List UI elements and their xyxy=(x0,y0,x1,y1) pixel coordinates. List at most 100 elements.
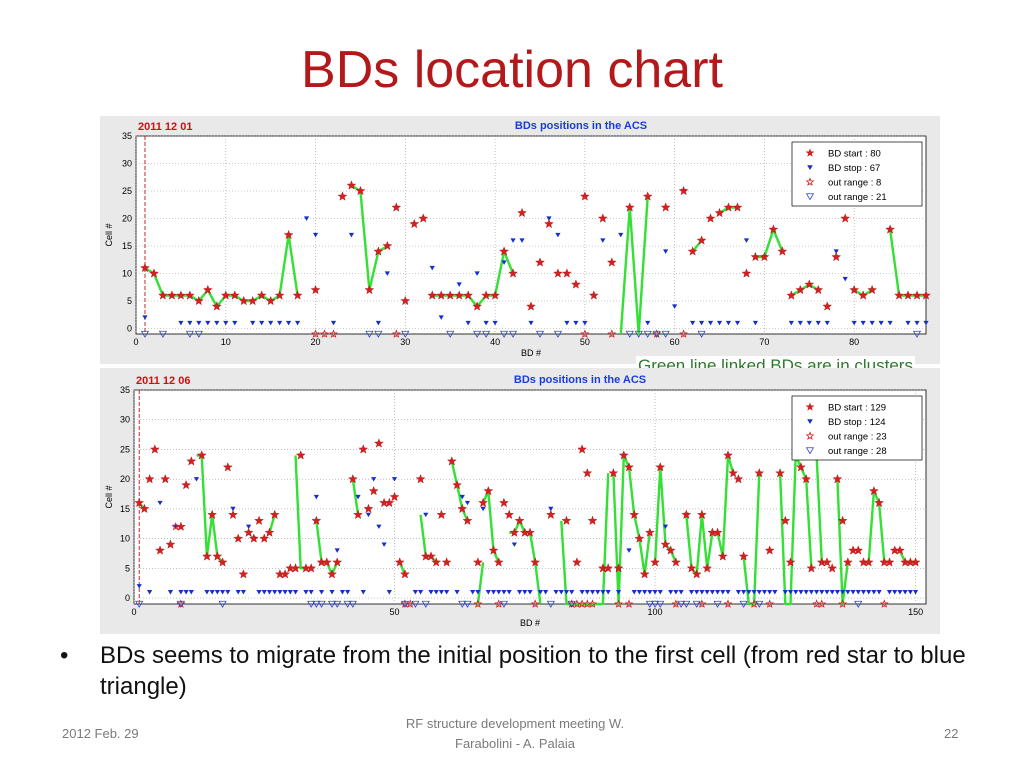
bd-stop-point xyxy=(286,320,292,326)
bd-start-point xyxy=(738,551,749,561)
legend-out-stop-marker xyxy=(805,193,815,201)
out-range-stop-point xyxy=(343,600,352,608)
bd-stop-point xyxy=(417,590,424,595)
bd-stop-point xyxy=(767,590,773,595)
cluster-line xyxy=(755,228,784,259)
bd-start-point xyxy=(785,557,796,567)
bd-stop-point xyxy=(756,590,762,595)
bd-stop-point xyxy=(850,590,856,595)
bd-start-point xyxy=(436,509,447,520)
bd-start-point xyxy=(400,295,411,306)
legend-entry: BD start : 80 xyxy=(828,149,881,160)
bd-start-point xyxy=(768,224,779,234)
out-range-stop-point xyxy=(739,600,748,608)
x-tick-label: 150 xyxy=(908,607,923,617)
cluster-line xyxy=(836,479,849,606)
out-range-stop-point xyxy=(546,600,555,608)
bd-start-point xyxy=(849,284,860,295)
x-tick-label: 20 xyxy=(311,337,321,347)
bd-start-point xyxy=(544,218,554,229)
bd-start-point xyxy=(212,551,223,561)
bd-start-point xyxy=(831,251,842,262)
bd-start-point xyxy=(220,290,231,300)
bd-start-point xyxy=(759,251,770,262)
bd-start-point xyxy=(624,462,634,472)
bd-start-point xyxy=(134,497,145,508)
bd-stop-point xyxy=(720,590,726,595)
bd-start-point xyxy=(603,563,614,573)
bd-stop-point xyxy=(815,320,821,326)
bd-stop-point xyxy=(318,590,325,595)
bd-stop-point xyxy=(384,271,390,276)
bd-stop-point xyxy=(546,216,552,221)
y-tick-label: 0 xyxy=(127,324,132,334)
bd-start-point xyxy=(858,290,869,300)
bd-start-point xyxy=(248,533,259,543)
bd-start-point xyxy=(452,479,462,490)
bd-stop-point xyxy=(569,590,575,595)
x-tick-label: 30 xyxy=(400,337,410,347)
bd-stop-point xyxy=(209,590,215,595)
bd-start-point xyxy=(264,527,275,537)
bd-start-point xyxy=(884,557,895,567)
bd-start-point xyxy=(691,569,702,579)
bd-start-point xyxy=(295,450,306,460)
bd-start-point xyxy=(488,545,499,555)
bd-stop-point xyxy=(519,238,525,243)
bd-stop-point xyxy=(268,320,274,326)
out-range-stop-point xyxy=(535,330,545,338)
legend-entry: out range : 23 xyxy=(828,432,887,443)
bd-start-point xyxy=(910,557,921,567)
bd-start-point xyxy=(446,456,457,466)
bd-stop-point xyxy=(474,271,480,276)
bd-stop-point xyxy=(303,216,310,221)
bd-stop-point xyxy=(645,320,651,326)
bd-stop-point xyxy=(282,590,288,595)
bd-start-point xyxy=(712,527,723,537)
bd-start-point xyxy=(472,301,483,311)
out-range-stop-point xyxy=(401,330,410,338)
bd-start-point xyxy=(462,515,473,525)
bd-stop-point xyxy=(429,265,435,271)
out-range-start-point xyxy=(765,599,775,608)
cluster-line xyxy=(790,283,819,297)
bd-stop-point xyxy=(438,590,445,595)
bd-start-point xyxy=(139,503,150,514)
out-range-stop-point xyxy=(661,330,670,338)
bd-stop-point xyxy=(716,320,723,326)
bd-stop-point xyxy=(582,320,588,326)
bd-stop-point xyxy=(292,590,299,595)
bd-start-point xyxy=(681,509,692,520)
y-tick-label: 20 xyxy=(120,474,130,484)
x-axis-label: BD # xyxy=(521,348,541,358)
x-tick-label: 40 xyxy=(490,337,500,347)
bd-start-point xyxy=(384,497,395,508)
bd-start-point xyxy=(561,268,572,278)
bd-start-point xyxy=(155,545,165,555)
bd-stop-point xyxy=(657,590,663,595)
bd-start-point xyxy=(687,246,698,256)
out-range-stop-point xyxy=(458,600,467,608)
bd-stop-point xyxy=(869,320,875,326)
bd-stop-point xyxy=(833,249,839,254)
bd-start-point xyxy=(196,450,207,460)
y-tick-label: 35 xyxy=(120,385,130,395)
bd-start-point xyxy=(217,557,228,567)
bd-stop-point xyxy=(465,320,471,326)
bd-stop-point xyxy=(647,590,653,595)
out-range-stop-point xyxy=(411,600,420,608)
x-axis-label: BD # xyxy=(520,618,540,628)
bd-stop-point xyxy=(485,590,491,595)
y-tick-label: 0 xyxy=(125,593,130,603)
out-range-stop-point xyxy=(755,600,764,608)
bd-start-point xyxy=(269,509,280,520)
bd-start-point xyxy=(454,290,465,300)
bd-start-point xyxy=(499,246,509,256)
bd-stop-point xyxy=(205,320,211,326)
bd-stop-point xyxy=(743,238,750,243)
bd-start-point xyxy=(660,202,671,212)
bd-start-point xyxy=(717,551,728,561)
out-range-stop-point xyxy=(473,330,482,338)
bd-stop-point xyxy=(339,590,346,595)
y-tick-label: 5 xyxy=(127,296,132,306)
